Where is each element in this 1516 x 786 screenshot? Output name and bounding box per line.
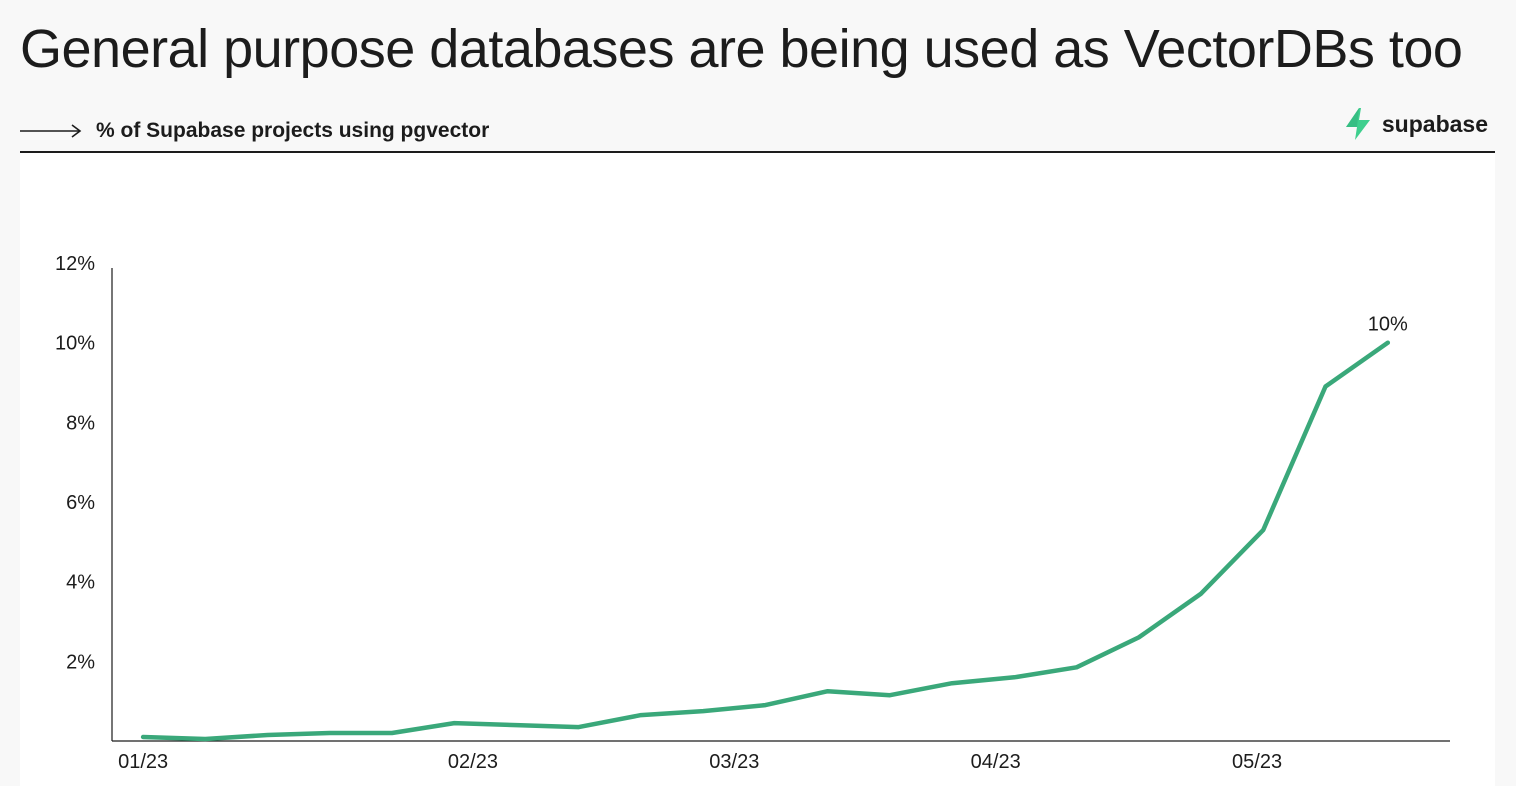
brand-name: supabase — [1381, 110, 1488, 137]
brand-logo: supabase — [1344, 108, 1488, 140]
long-right-arrow-icon — [20, 124, 82, 138]
y-tick-label: 6% — [66, 492, 95, 514]
y-tick-label: 12% — [55, 253, 95, 275]
y-tick-label: 10% — [55, 333, 95, 355]
series-line — [140, 340, 1391, 742]
chart-subtitle: % of Supabase projects using pgvector — [96, 119, 490, 142]
y-tick-label: 2% — [66, 651, 95, 673]
lightning-bolt-icon — [1345, 108, 1370, 140]
subtitle-row: % of Supabase projects using pgvector — [20, 116, 489, 146]
y-tick-label: 4% — [66, 572, 95, 594]
data-label: 10% — [1368, 314, 1408, 336]
x-tick-label: 02/23 — [448, 751, 498, 773]
x-tick-label: 01/23 — [118, 751, 168, 773]
x-tick-label: 03/23 — [709, 751, 759, 773]
y-tick-label: 8% — [66, 412, 95, 434]
x-tick-label: 05/23 — [1232, 751, 1282, 773]
header-divider — [20, 151, 1495, 153]
chart-title: General purpose databases are being used… — [20, 19, 1463, 79]
x-tick-label: 04/23 — [971, 751, 1021, 773]
plot-background — [20, 153, 1495, 786]
